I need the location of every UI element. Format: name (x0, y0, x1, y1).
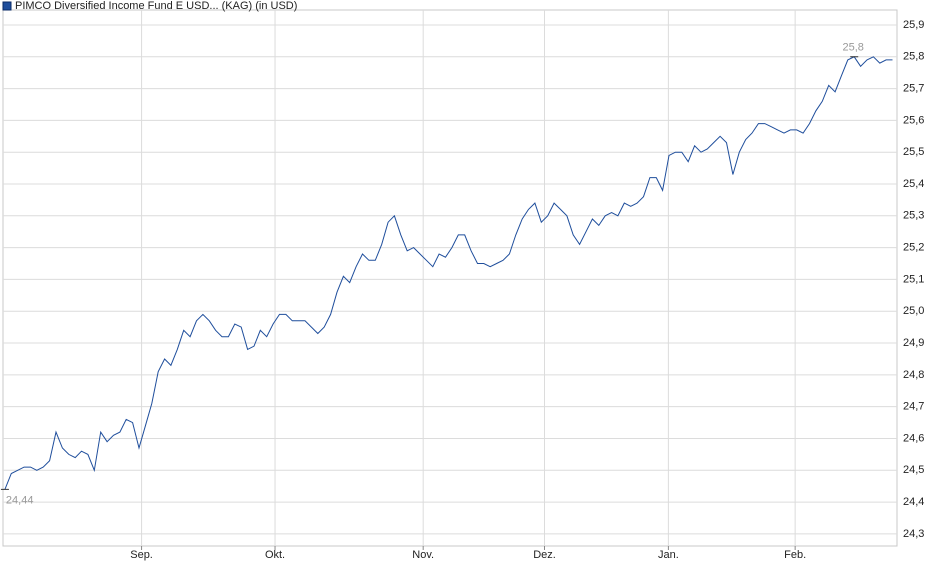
y-tick-label: 25,6 (903, 114, 924, 126)
annotation-label: 25,8 (843, 42, 864, 54)
x-tick-label: Feb. (784, 549, 806, 561)
annotation-label: 24,44 (6, 494, 34, 506)
y-tick-label: 24,9 (903, 337, 924, 349)
legend-label: PIMCO Diversified Income Fund E USD... (… (15, 0, 297, 12)
price-line (4, 56, 893, 490)
y-tick-label: 25,7 (903, 82, 924, 94)
y-tick-label: 25,5 (903, 146, 924, 158)
y-tick-label: 25,1 (903, 273, 924, 285)
y-tick-label: 24,7 (903, 401, 924, 413)
x-tick-label: Jan. (658, 549, 679, 561)
y-tick-label: 25,4 (903, 178, 924, 190)
y-tick-label: 25,8 (903, 51, 924, 63)
y-tick-label: 24,3 (903, 528, 924, 540)
x-tick-label: Okt. (265, 549, 285, 561)
y-tick-label: 24,5 (903, 464, 924, 476)
y-tick-label: 25,2 (903, 242, 924, 254)
y-tick-label: 24,8 (903, 369, 924, 381)
y-tick-label: 24,6 (903, 432, 924, 444)
plot-frame (2, 9, 898, 547)
y-tick-label: 25,9 (903, 19, 924, 31)
legend-swatch (2, 1, 12, 11)
y-tick-label: 24,4 (903, 496, 924, 508)
y-tick-label: 25,3 (903, 210, 924, 222)
y-tick-label: 25,0 (903, 305, 924, 317)
x-tick-label: Nov. (412, 549, 434, 561)
x-tick-label: Dez. (533, 549, 556, 561)
x-tick-label: Sep. (130, 549, 153, 561)
